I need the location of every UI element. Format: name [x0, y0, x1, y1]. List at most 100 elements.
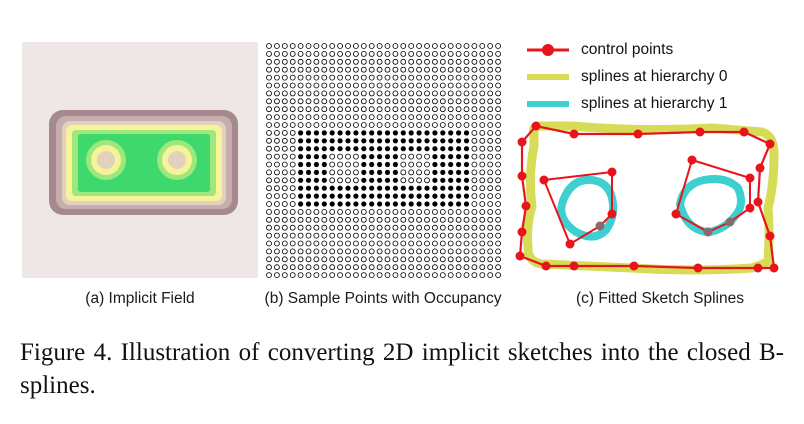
empty-point: [305, 66, 312, 73]
empty-point: [360, 232, 367, 239]
empty-point: [416, 256, 423, 263]
empty-point: [431, 272, 438, 279]
empty-point: [487, 74, 494, 81]
empty-point: [305, 240, 312, 247]
control-point: [753, 263, 763, 273]
empty-point: [345, 90, 351, 97]
empty-point: [297, 122, 304, 128]
empty-point: [329, 248, 336, 255]
empty-point: [408, 177, 415, 184]
control-point: [541, 261, 551, 271]
occupied-point: [448, 193, 454, 199]
empty-point: [368, 58, 375, 65]
empty-point: [289, 145, 296, 152]
occupied-point: [392, 161, 398, 168]
empty-point: [360, 66, 367, 73]
empty-point: [360, 82, 367, 89]
empty-point: [447, 98, 454, 105]
empty-point: [471, 43, 478, 49]
empty-point: [400, 208, 407, 215]
occupied-point: [448, 130, 454, 136]
empty-point: [329, 232, 336, 239]
empty-point: [368, 114, 375, 120]
control-point: [517, 227, 527, 237]
empty-point: [487, 82, 494, 89]
empty-point: [487, 264, 494, 271]
empty-point: [455, 240, 462, 247]
occupied-point: [456, 201, 462, 207]
occupied-point: [377, 177, 383, 183]
empty-point: [495, 90, 502, 97]
empty-point: [368, 232, 375, 239]
empty-point: [495, 130, 502, 136]
occupied-point: [305, 154, 312, 160]
empty-point: [289, 106, 296, 113]
empty-point: [345, 264, 351, 271]
empty-point: [329, 58, 336, 65]
empty-point: [345, 74, 351, 81]
empty-point: [360, 90, 367, 97]
occupied-point: [463, 177, 470, 183]
empty-point: [416, 43, 423, 49]
control-point: [517, 171, 527, 181]
empty-point: [353, 248, 359, 255]
empty-point: [487, 106, 494, 113]
empty-point: [487, 145, 494, 152]
empty-point: [360, 272, 367, 279]
empty-point: [424, 248, 430, 255]
empty-point: [400, 58, 407, 65]
empty-point: [376, 50, 383, 57]
empty-point: [368, 256, 375, 263]
occupied-point: [321, 138, 327, 144]
empty-point: [400, 153, 407, 160]
empty-point: [463, 50, 470, 57]
empty-point: [305, 82, 312, 89]
empty-point: [376, 240, 383, 247]
empty-point: [321, 43, 328, 49]
empty-point: [360, 264, 367, 271]
empty-point: [455, 43, 462, 49]
empty-point: [471, 216, 478, 223]
occupied-point: [432, 177, 438, 183]
empty-point: [471, 272, 478, 279]
occupied-point: [369, 193, 375, 199]
empty-point: [487, 185, 494, 192]
empty-point: [313, 272, 320, 279]
empty-point: [321, 74, 328, 81]
empty-point: [297, 90, 304, 97]
occupied-point: [448, 169, 454, 175]
empty-point: [408, 161, 415, 168]
empty-point: [408, 153, 415, 160]
empty-point: [479, 82, 486, 89]
empty-point: [321, 114, 328, 120]
empty-point: [266, 177, 272, 184]
empty-point: [266, 208, 272, 215]
empty-point: [345, 161, 351, 168]
occupied-point: [392, 169, 398, 175]
occupied-point: [313, 138, 319, 144]
empty-point: [424, 98, 430, 105]
empty-point: [495, 66, 502, 73]
empty-point: [273, 193, 280, 200]
empty-point: [408, 264, 415, 271]
empty-point: [439, 114, 446, 120]
empty-point: [360, 240, 367, 247]
empty-point: [416, 216, 423, 223]
legend-label: splines at hierarchy 1: [581, 94, 728, 112]
empty-point: [431, 106, 438, 113]
occupied-point: [345, 201, 351, 207]
empty-point: [376, 82, 383, 89]
empty-point: [353, 114, 359, 120]
empty-point: [487, 114, 494, 120]
empty-point: [416, 50, 423, 57]
empty-point: [408, 248, 415, 255]
control-point: [745, 173, 755, 183]
empty-point: [337, 106, 343, 113]
occupied-point: [448, 201, 454, 207]
empty-point: [337, 256, 343, 263]
occupied-point: [416, 193, 422, 199]
empty-point: [408, 122, 415, 128]
occupied-point: [392, 185, 398, 191]
control-point: [569, 129, 579, 139]
sample-points-panel: [263, 42, 503, 279]
